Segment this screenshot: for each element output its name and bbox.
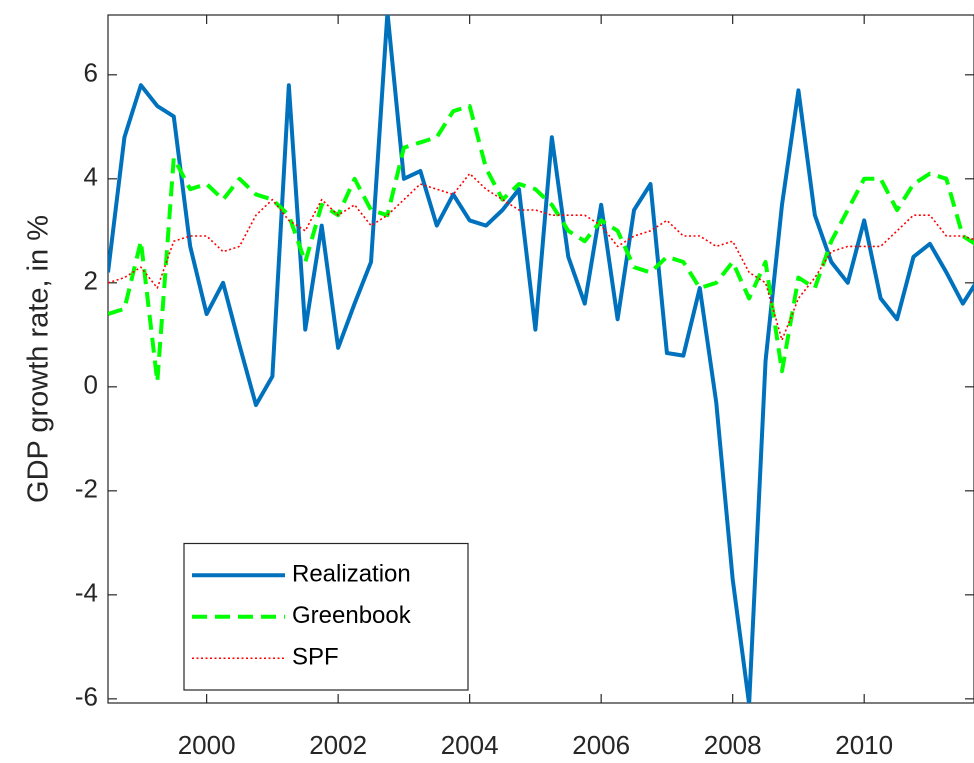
- y-axis-label: GDP growth rate, in %: [23, 215, 55, 503]
- y-tick-label: 4: [84, 162, 98, 192]
- y-tick-label: -4: [75, 578, 98, 608]
- x-tick-label: 2008: [704, 730, 762, 760]
- legend-label: Realization: [292, 561, 411, 588]
- y-tick-label: 0: [84, 370, 98, 400]
- legend-label: SPF: [292, 644, 339, 671]
- x-tick-label: 2006: [572, 730, 630, 760]
- legend-box: [183, 542, 469, 691]
- legend-label: Greenbook: [292, 602, 412, 629]
- series-line: [108, 15, 974, 703]
- plot-lines: [108, 15, 974, 703]
- x-tick-label: 2002: [309, 730, 367, 760]
- y-tick-label: -2: [75, 474, 98, 504]
- x-tick-label: 2000: [178, 730, 236, 760]
- y-tick-label: -6: [75, 682, 98, 712]
- series-line: [108, 172, 974, 341]
- x-tick-label: 2004: [441, 730, 499, 760]
- series-line: [108, 104, 974, 384]
- x-tick-label: 2010: [835, 730, 893, 760]
- y-tick-label: 2: [84, 266, 98, 296]
- y-tick-label: 6: [84, 58, 98, 88]
